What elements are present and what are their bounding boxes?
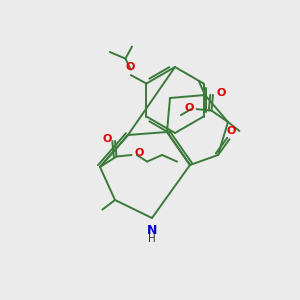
Text: H: H bbox=[148, 235, 156, 244]
Text: O: O bbox=[102, 134, 111, 144]
Text: O: O bbox=[125, 61, 135, 71]
Text: O: O bbox=[134, 148, 144, 158]
Text: O: O bbox=[217, 88, 226, 98]
Text: N: N bbox=[147, 224, 157, 237]
Text: O: O bbox=[184, 103, 194, 112]
Text: O: O bbox=[226, 126, 236, 136]
